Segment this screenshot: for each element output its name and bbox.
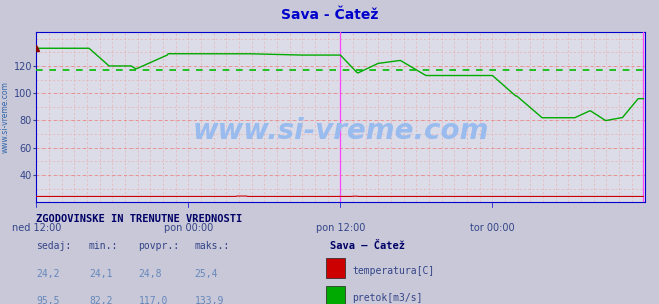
Text: Sava - Čatež: Sava - Čatež [281, 8, 378, 22]
Text: maks.:: maks.: [194, 241, 229, 251]
Text: 117,0: 117,0 [138, 296, 168, 304]
Text: ZGODOVINSKE IN TRENUTNE VREDNOSTI: ZGODOVINSKE IN TRENUTNE VREDNOSTI [36, 214, 243, 224]
Text: 82,2: 82,2 [89, 296, 113, 304]
Text: www.si-vreme.com: www.si-vreme.com [192, 117, 488, 145]
Text: sedaj:: sedaj: [36, 241, 71, 251]
Text: 25,4: 25,4 [194, 269, 218, 279]
Text: 133,9: 133,9 [194, 296, 224, 304]
Text: pon 00:00: pon 00:00 [163, 223, 213, 233]
Text: Sava – Čatež: Sava – Čatež [330, 241, 405, 251]
Text: min.:: min.: [89, 241, 119, 251]
Text: pon 12:00: pon 12:00 [316, 223, 365, 233]
Text: tor 00:00: tor 00:00 [470, 223, 515, 233]
Text: www.si-vreme.com: www.si-vreme.com [1, 81, 10, 153]
Text: 24,8: 24,8 [138, 269, 162, 279]
Text: povpr.:: povpr.: [138, 241, 179, 251]
Text: ned 12:00: ned 12:00 [12, 223, 61, 233]
Text: 95,5: 95,5 [36, 296, 60, 304]
Text: pretok[m3/s]: pretok[m3/s] [353, 293, 423, 303]
Text: temperatura[C]: temperatura[C] [353, 266, 435, 275]
Text: 24,1: 24,1 [89, 269, 113, 279]
Text: 24,2: 24,2 [36, 269, 60, 279]
